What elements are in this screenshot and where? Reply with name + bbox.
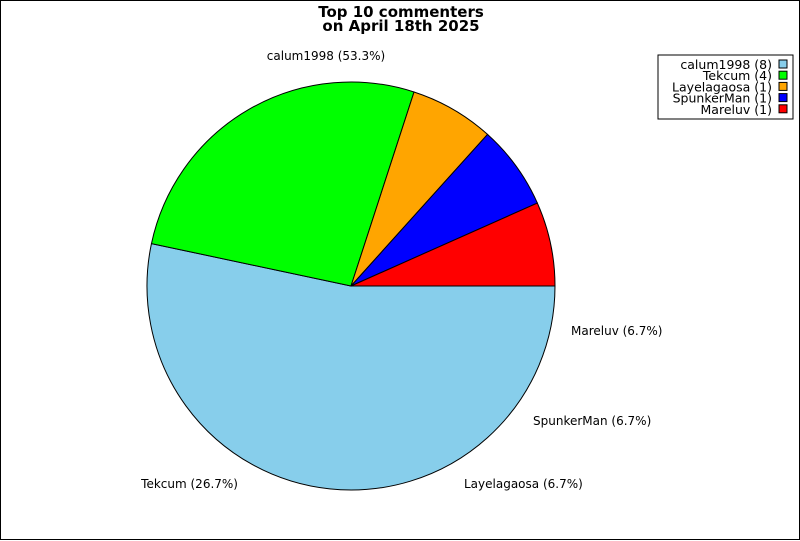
legend: calum1998 (8)Tekcum (4)Layelagaosa (1)Sp… xyxy=(657,54,794,120)
pie-slice-calum1998 xyxy=(146,242,556,491)
chart-title: Top 10 commenters on April 18th 2025 xyxy=(318,3,484,35)
chart-title-line-1: Top 10 commenters xyxy=(318,3,484,21)
legend-label-mareluv: Mareluv (1) xyxy=(701,102,772,117)
legend-label-spunkerman: SpunkerMan (1) xyxy=(673,91,772,106)
legend-label-tekcum: Tekcum (4) xyxy=(702,68,772,83)
slice-label-calum1998: calum1998 (53.3%) xyxy=(267,49,385,63)
legend-swatch-calum1998 xyxy=(778,59,788,69)
slice-label-layelagaosa: Layelagaosa (6.7%) xyxy=(464,477,583,491)
pie-slices xyxy=(146,81,556,491)
pie-slice-tekcum xyxy=(150,81,415,287)
pie-slice-mareluv xyxy=(350,202,556,287)
legend-swatch-spunkerman xyxy=(778,93,788,103)
slice-label-mareluv: Mareluv (6.7%) xyxy=(571,324,662,338)
legend-box xyxy=(657,54,794,120)
slice-label-spunkerman: SpunkerMan (6.7%) xyxy=(533,414,651,428)
legend-swatch-layelagaosa xyxy=(778,81,788,91)
slice-labels: calum1998 (53.3%) Tekcum (26.7%) Layelagao… xyxy=(140,49,662,491)
legend-label-calum1998: calum1998 (8) xyxy=(680,57,772,72)
legend-swatch-mareluv xyxy=(778,104,788,114)
slice-label-tekcum: Tekcum (26.7%) xyxy=(140,477,238,491)
legend-label-layelagaosa: Layelagaosa (1) xyxy=(672,79,772,94)
chart-title-line-2: on April 18th 2025 xyxy=(322,17,479,35)
legend-swatch-tekcum xyxy=(778,70,788,80)
